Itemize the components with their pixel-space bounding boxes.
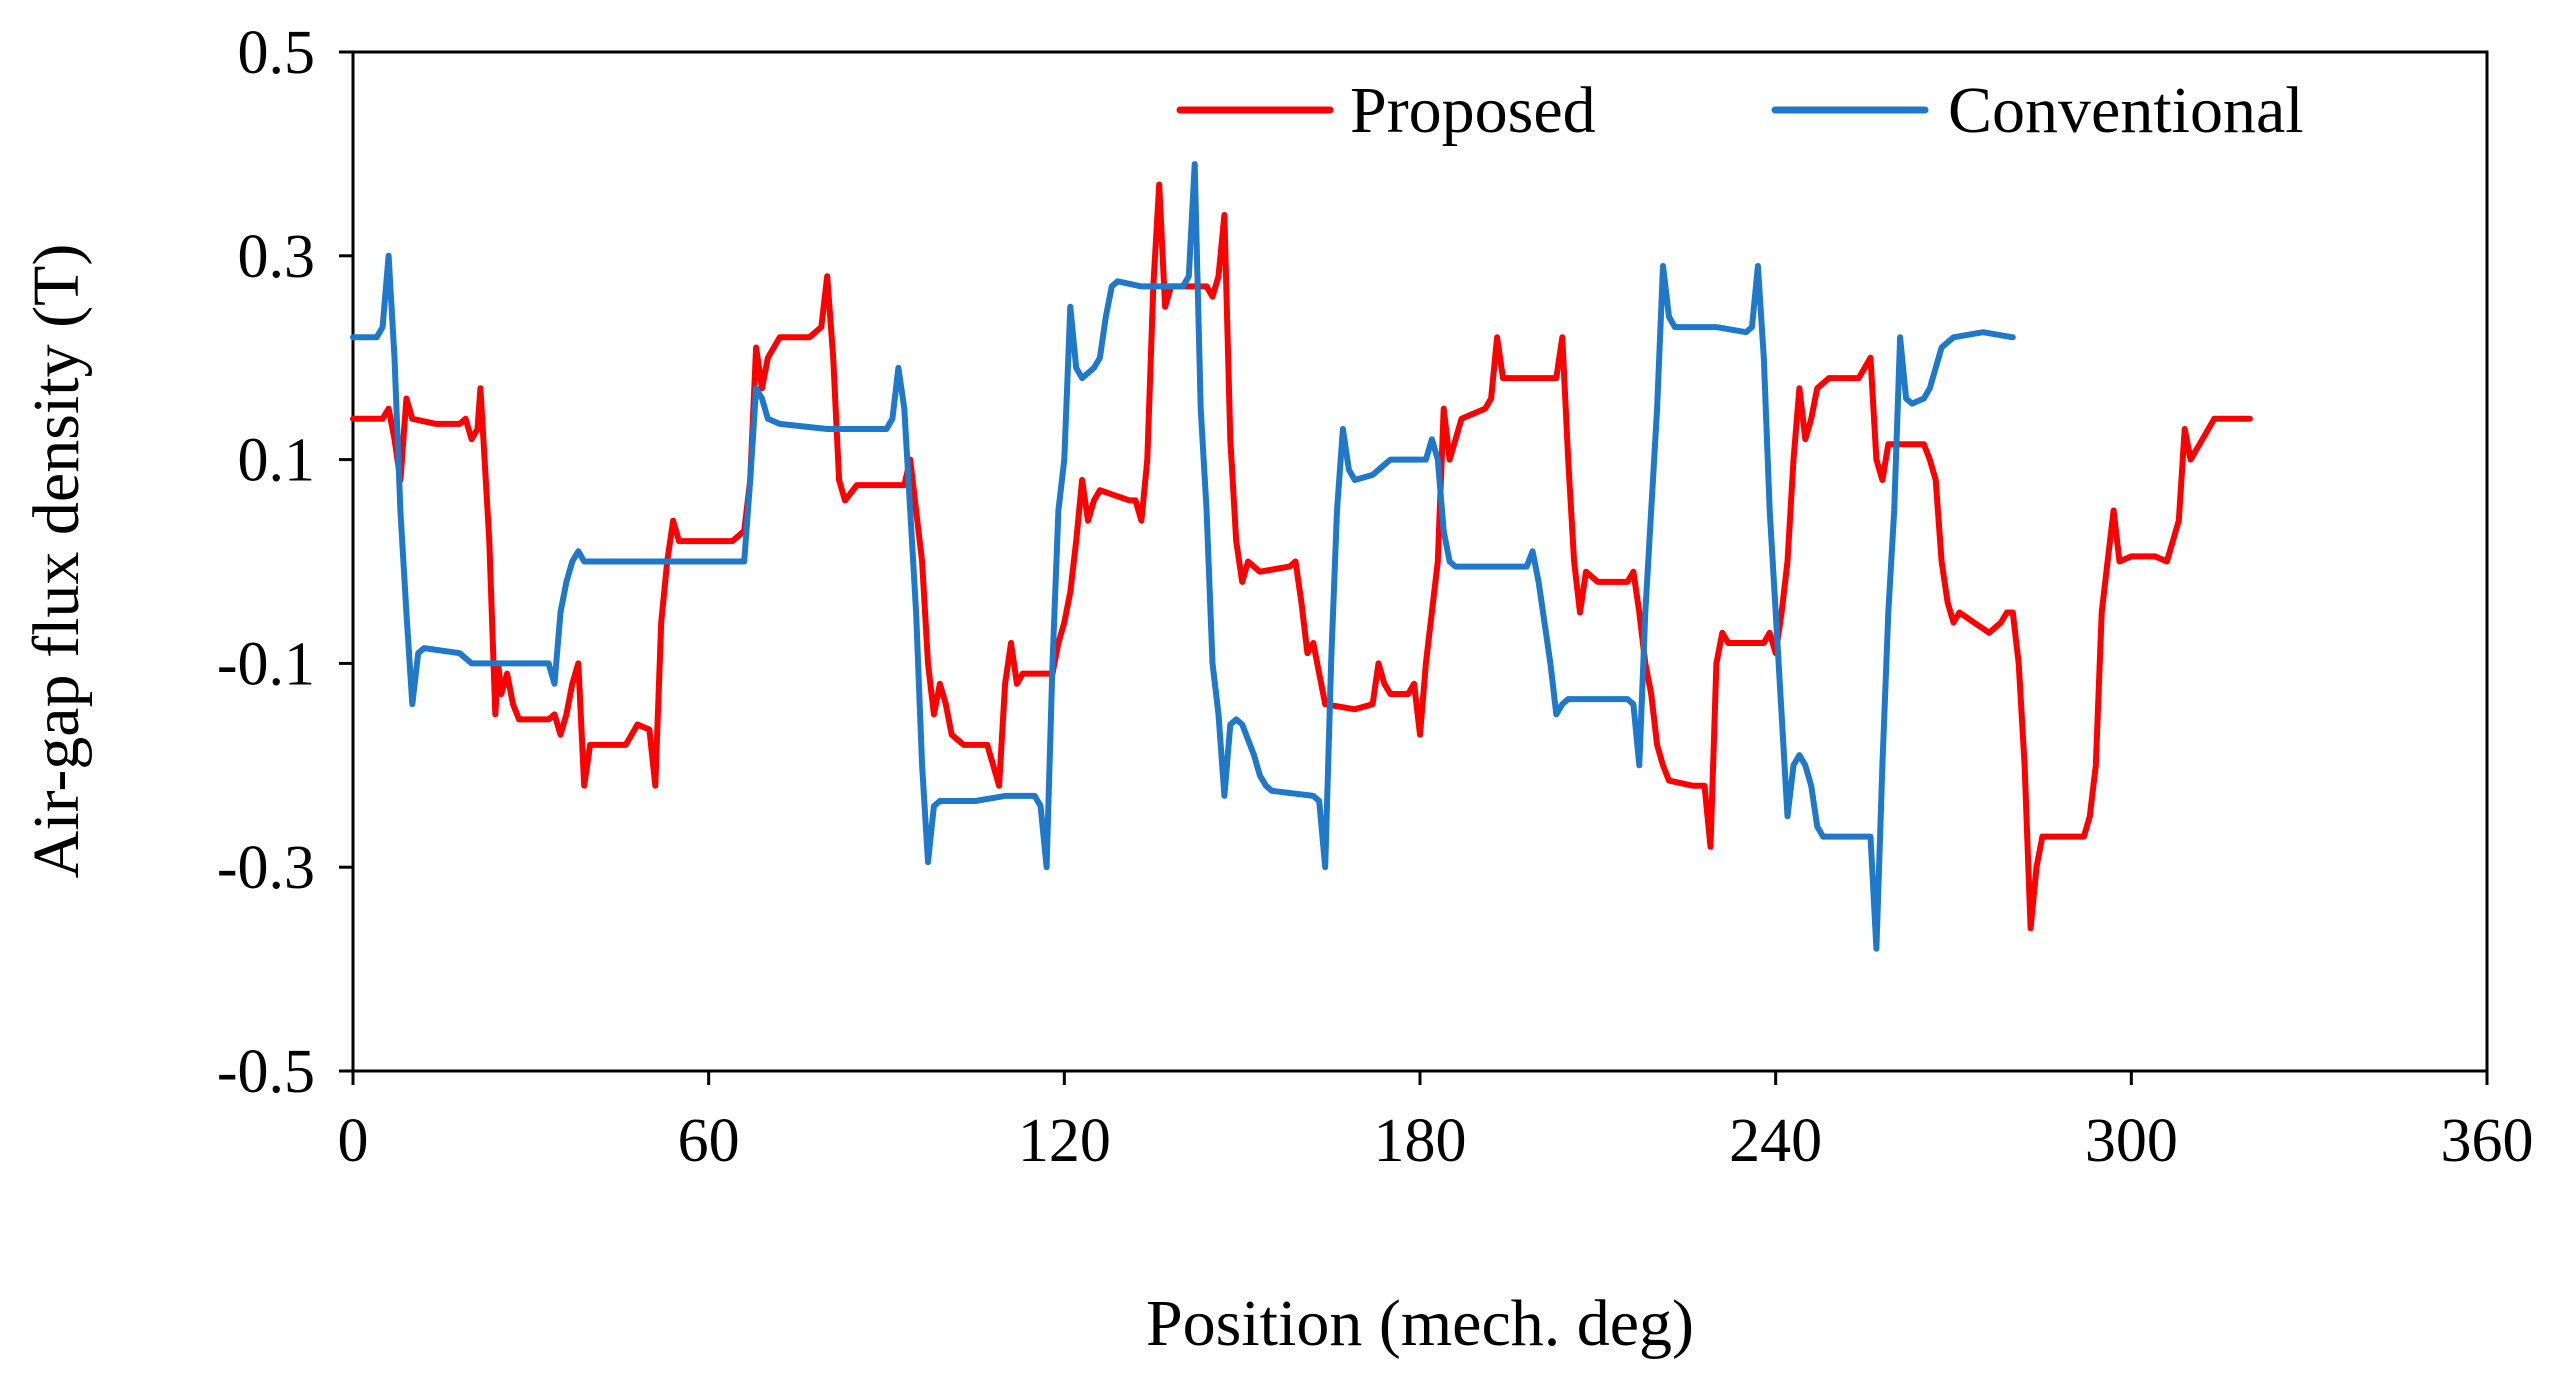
y-tick-label: 0.1 [238,427,316,495]
y-tick-label: 0.5 [238,19,316,87]
x-tick-label: 60 [678,1107,740,1175]
series-line-proposed [350,181,2253,932]
x-tick-label: 180 [1374,1107,1467,1175]
x-axis-label: Position (mech. deg) [1146,1287,1694,1360]
x-tick-label: 120 [1018,1107,1111,1175]
y-axis-label: Air-gap flux density (T) [20,244,93,879]
y-tick-label: -0.3 [217,834,315,902]
series-layer [350,161,2253,952]
series-line-conventional [350,161,2016,952]
axis-ticks: 0 60 120 180 240 300 360 0.5 0.3 0.1 -0.1 -0.3 -0.5 [217,19,2534,1175]
x-tick-label: 240 [1729,1107,1822,1175]
y-tick-label: -0.5 [217,1038,315,1106]
legend-label-conventional: Conventional [1948,74,2304,147]
x-tick-label: 300 [2085,1107,2178,1175]
y-tick-label: 0.3 [238,223,316,291]
legend-label-proposed: Proposed [1350,74,1596,147]
x-tick-label: 360 [2441,1107,2534,1175]
legend: Proposed Conventional [1176,74,2304,147]
y-tick-label: -0.1 [217,630,315,698]
x-tick-label: 0 [338,1107,369,1175]
